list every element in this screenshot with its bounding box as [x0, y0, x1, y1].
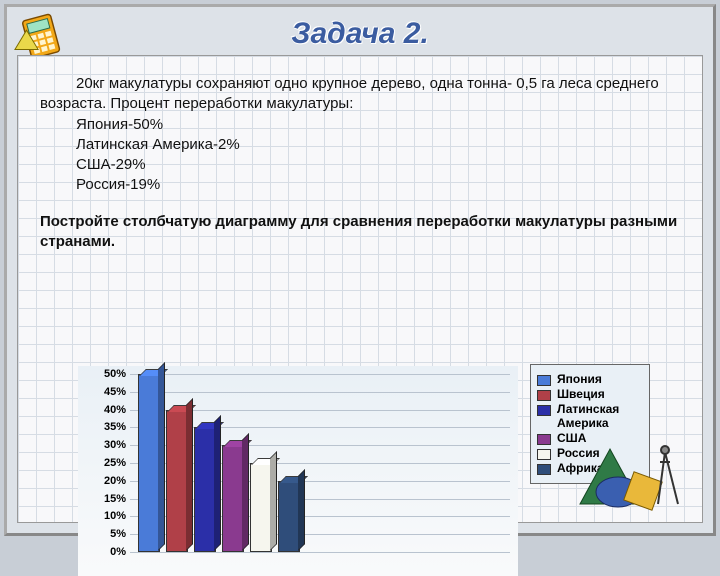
gridline: [130, 374, 510, 375]
bar-США: [222, 445, 244, 552]
outer-frame: Задача 2. 20кг макулатуры сохраняют одно…: [4, 4, 716, 536]
data-line: США-29%: [76, 155, 680, 175]
legend-item: Швеция: [537, 388, 643, 401]
y-axis-label: 45%: [82, 386, 126, 398]
y-axis-label: 25%: [82, 457, 126, 469]
bar-Африка: [278, 481, 300, 552]
bar-Япония: [138, 374, 160, 552]
gridline: [130, 552, 510, 553]
legend-swatch: [537, 405, 551, 416]
title-bar: Задача 2.: [7, 17, 713, 51]
y-axis-label: 50%: [82, 368, 126, 380]
y-axis-label: 5%: [82, 528, 126, 540]
legend-label: Швеция: [557, 388, 605, 401]
legend-label: Латинская Америка: [557, 403, 643, 429]
legend-item: Латинская Америка: [537, 403, 643, 429]
geometry-icon: [570, 434, 690, 514]
data-line: Япония-50%: [76, 115, 680, 135]
legend-swatch: [537, 449, 551, 460]
y-axis-label: 30%: [82, 439, 126, 451]
y-axis-label: 20%: [82, 475, 126, 487]
content-panel: 20кг макулатуры сохраняют одно крупное д…: [17, 55, 703, 523]
task-instruction: Постройте столбчатую диаграмму для сравн…: [40, 212, 680, 253]
data-line: Латинская Америка-2%: [76, 135, 680, 155]
gridline: [130, 392, 510, 393]
page-title: Задача 2.: [291, 17, 429, 50]
bar-Латинская Америка: [194, 427, 216, 552]
legend-label: Япония: [557, 373, 602, 386]
y-axis-label: 15%: [82, 493, 126, 505]
bar-chart: 0% 5% 10% 15% 20% 25% 30% 35% 40% 45% 50%: [78, 366, 518, 576]
bar-Россия: [250, 463, 272, 552]
legend-swatch: [537, 390, 551, 401]
intro-paragraph: 20кг макулатуры сохраняют одно крупное д…: [40, 74, 680, 115]
legend-swatch: [537, 464, 551, 475]
y-axis-label: 40%: [82, 404, 126, 416]
y-axis-label: 10%: [82, 510, 126, 522]
body-text: 20кг макулатуры сохраняют одно крупное д…: [18, 56, 702, 270]
legend-item: Япония: [537, 373, 643, 386]
y-axis-label: 35%: [82, 421, 126, 433]
y-axis-label: 0%: [82, 546, 126, 558]
bar-Швеция: [166, 410, 188, 552]
legend-swatch: [537, 434, 551, 445]
data-list: Япония-50% Латинская Америка-2% США-29% …: [76, 115, 680, 196]
data-line: Россия-19%: [76, 175, 680, 195]
legend-swatch: [537, 375, 551, 386]
